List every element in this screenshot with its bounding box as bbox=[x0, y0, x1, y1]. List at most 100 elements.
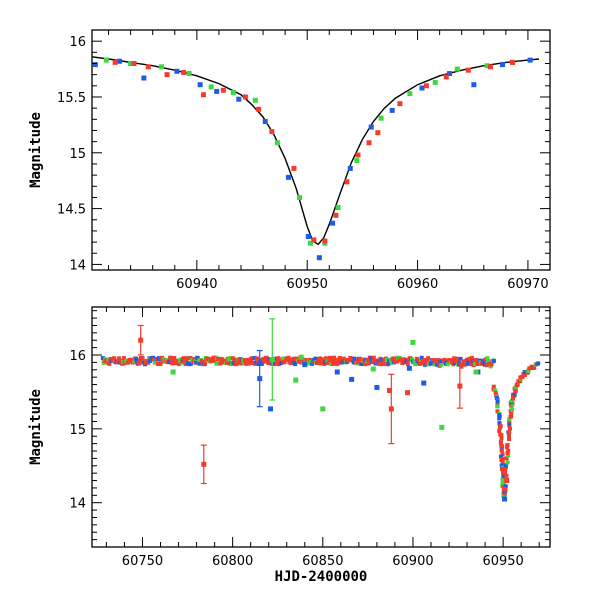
bottom-point-blue bbox=[374, 384, 380, 390]
bottom-point-blue bbox=[349, 376, 355, 382]
bottom-outburst-point-green bbox=[510, 402, 515, 407]
bottom-baseline-point-green bbox=[152, 360, 157, 365]
bottom-baseline-point-blue bbox=[376, 359, 381, 364]
bottom-xtick-label: 60750 bbox=[122, 554, 163, 569]
bottom-baseline-point-red bbox=[180, 359, 185, 364]
bottom-ytick-label: 15 bbox=[69, 423, 86, 438]
bottom-baseline-point-blue bbox=[259, 361, 264, 366]
bottom-baseline-point-red bbox=[232, 357, 237, 362]
top-point-red bbox=[256, 106, 262, 112]
top-point-blue bbox=[197, 82, 203, 88]
bottom-panel: 60750 60800 60850 60900 60950 14 15 16 M… bbox=[28, 306, 551, 585]
bottom-outburst-point-red bbox=[499, 436, 504, 441]
bottom-baseline-point-blue bbox=[273, 356, 278, 361]
bottom-baseline-point-green bbox=[228, 356, 233, 361]
top-point-blue bbox=[174, 68, 180, 74]
top-point-green bbox=[128, 60, 134, 66]
bottom-outburst-point-blue bbox=[512, 392, 517, 397]
bottom-baseline-point-green bbox=[413, 362, 418, 367]
bottom-baseline-point-blue bbox=[279, 361, 284, 366]
bottom-baseline-point-red bbox=[328, 355, 333, 360]
bottom-baseline-point-red bbox=[470, 356, 475, 361]
top-point-red bbox=[322, 238, 328, 244]
bottom-baseline-point-red bbox=[371, 355, 376, 360]
bottom-baseline-point-red bbox=[173, 361, 178, 366]
bottom-baseline-point-blue bbox=[465, 361, 470, 366]
bottom-point-red bbox=[502, 486, 508, 492]
bottom-baseline-point-red bbox=[216, 357, 221, 362]
bottom-baseline-point-red bbox=[366, 357, 371, 362]
bottom-baseline-point-red bbox=[475, 362, 480, 367]
top-point-green bbox=[252, 97, 258, 103]
bottom-data-layer bbox=[100, 318, 541, 502]
bottom-baseline-point-blue bbox=[198, 361, 203, 366]
bottom-baseline-point-red bbox=[337, 355, 342, 360]
top-point-blue bbox=[92, 62, 98, 68]
top-point-red bbox=[375, 130, 381, 136]
bottom-outburst-point-red bbox=[498, 441, 503, 446]
bottom-outburst-point-blue bbox=[497, 421, 502, 426]
bottom-outburst-point-red bbox=[522, 372, 527, 377]
bottom-baseline-point-red bbox=[137, 361, 142, 366]
bottom-outburst-point-red bbox=[491, 384, 496, 389]
top-point-blue bbox=[117, 58, 123, 64]
top-ytick-label: 16 bbox=[69, 35, 86, 50]
bottom-baseline-point-blue bbox=[195, 356, 200, 361]
bottom-outburst-point-red bbox=[497, 428, 502, 433]
top-point-red bbox=[291, 165, 297, 171]
top-point-green bbox=[378, 115, 384, 121]
bottom-baseline-point-red bbox=[112, 356, 117, 361]
top-point-red bbox=[164, 72, 170, 78]
bottom-baseline-point-red bbox=[203, 361, 208, 366]
bottom-outburst-point-red bbox=[506, 448, 511, 453]
top-xtick-label: 60970 bbox=[507, 277, 548, 292]
bottom-baseline-point-blue bbox=[435, 362, 440, 367]
bottom-outburst-point-red bbox=[499, 433, 504, 438]
bottom-baseline-point-blue bbox=[189, 361, 194, 366]
bottom-point-blue bbox=[406, 365, 412, 371]
bottom-baseline-point-red bbox=[405, 362, 410, 367]
top-point-red bbox=[242, 94, 248, 100]
top-point-blue bbox=[285, 174, 291, 180]
bottom-baseline-point-blue bbox=[458, 356, 463, 361]
top-point-green bbox=[407, 91, 413, 97]
bottom-outburst-point-green bbox=[501, 481, 506, 486]
bottom-baseline-point-red bbox=[286, 355, 291, 360]
top-point-blue bbox=[500, 62, 506, 68]
top-point-green bbox=[354, 158, 360, 164]
top-tick-marks bbox=[92, 29, 551, 270]
bottom-outburst-point-red bbox=[510, 396, 515, 401]
bottom-baseline-point-red bbox=[326, 360, 331, 365]
bottom-outburst-point-green bbox=[509, 407, 514, 412]
top-point-green bbox=[103, 57, 109, 63]
bottom-outburst-point-red bbox=[513, 387, 518, 392]
top-point-red bbox=[355, 152, 361, 158]
bottom-outburst-point-green bbox=[509, 398, 514, 403]
top-point-blue bbox=[316, 255, 322, 261]
bottom-point-green bbox=[320, 406, 326, 412]
bottom-point-red bbox=[388, 406, 394, 412]
bottom-outburst-point-red bbox=[500, 460, 505, 465]
bottom-baseline-point-red bbox=[364, 361, 369, 366]
bottom-outburst-point-red bbox=[503, 467, 508, 472]
bottom-baseline-point-green bbox=[132, 359, 137, 364]
bottom-xtick-label: 60800 bbox=[212, 554, 253, 569]
bottom-baseline-point-red bbox=[171, 358, 176, 363]
bottom-outburst-point-red bbox=[499, 448, 504, 453]
bottom-baseline-point-red bbox=[319, 361, 324, 366]
bottom-outburst-point-green bbox=[507, 417, 512, 422]
bottom-outburst-point-red bbox=[504, 456, 509, 461]
top-point-red bbox=[112, 59, 118, 65]
bottom-baseline-point-red bbox=[304, 358, 309, 363]
bottom-baseline-point-green bbox=[432, 362, 437, 367]
bottom-baseline-point-blue bbox=[359, 361, 364, 366]
bottom-outburst-point-red bbox=[500, 452, 505, 457]
top-point-blue bbox=[214, 88, 220, 94]
bottom-outburst-point-red bbox=[532, 365, 537, 370]
bottom-xtick-label: 60950 bbox=[482, 554, 523, 569]
bottom-baseline-point-red bbox=[172, 355, 177, 360]
bottom-baseline-point-red bbox=[239, 361, 244, 366]
bottom-baseline-point-red bbox=[366, 361, 371, 366]
top-point-red bbox=[366, 140, 372, 146]
top-point-red bbox=[333, 212, 339, 218]
